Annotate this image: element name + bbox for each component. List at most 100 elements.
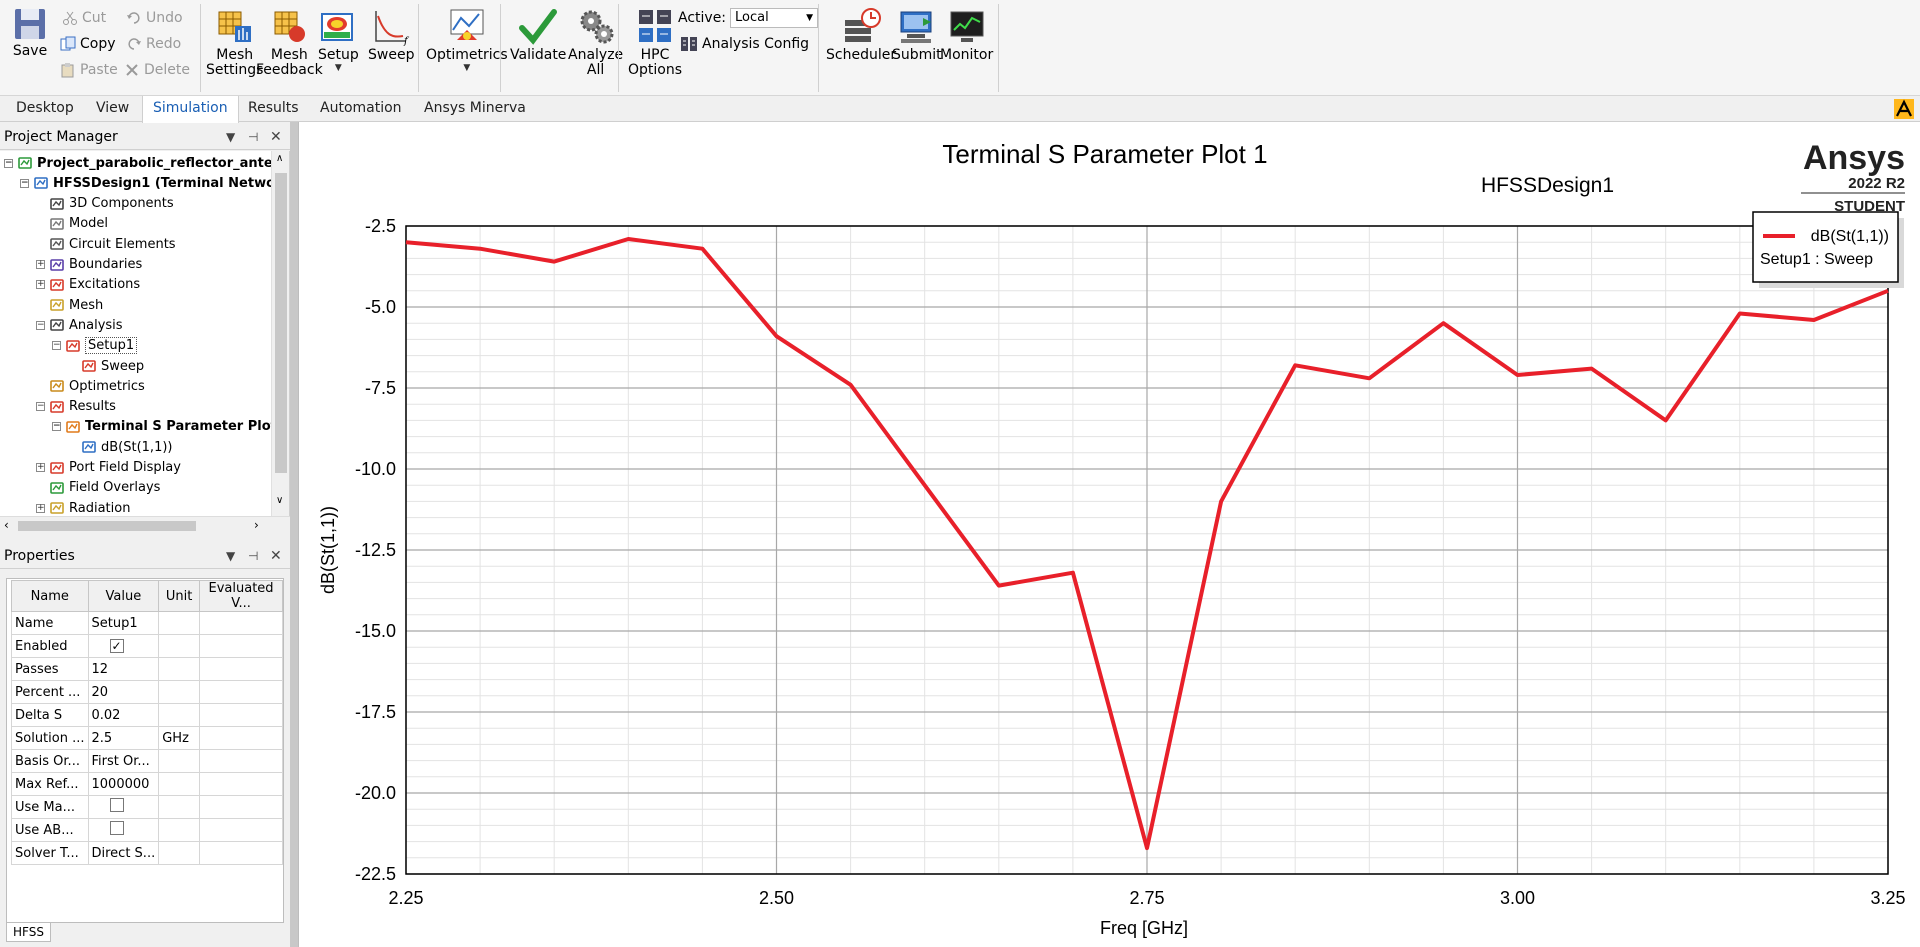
ribbon-separator [200, 4, 201, 92]
y-tick-label: -5.0 [365, 297, 396, 317]
mesh-feedback-label-2: Feedback [256, 62, 323, 78]
legend[interactable]: dB(St(1,1)) Setup1 : Sweep [1752, 211, 1904, 288]
panel-splitter[interactable] [290, 122, 298, 947]
tree-item[interactable]: + Port Field Display [36, 458, 181, 478]
panel-menu-icon[interactable]: ▼ [226, 549, 236, 563]
pin-icon[interactable]: ⊣ [248, 130, 259, 144]
collapse-icon[interactable]: − [20, 177, 29, 188]
optimetrics-dropdown-icon[interactable]: ▼ [463, 63, 471, 73]
collapse-icon[interactable]: − [4, 157, 13, 168]
property-value[interactable]: 12 [87, 657, 160, 681]
project-tree-horizontal-scrollbar[interactable]: ‹ › [0, 516, 290, 534]
paste-button[interactable]: Paste [60, 60, 118, 80]
column-header[interactable]: Value [87, 580, 160, 612]
tab-results[interactable]: Results [248, 100, 299, 116]
column-header[interactable]: Name [11, 580, 89, 612]
property-value[interactable]: Direct S... [87, 841, 160, 865]
property-checkbox[interactable]: ✓ [109, 638, 124, 653]
expand-icon[interactable]: + [36, 279, 45, 290]
tab-automation[interactable]: Automation [320, 100, 402, 116]
property-evaluated-value [199, 795, 283, 819]
property-checkbox[interactable] [109, 821, 124, 835]
tab-view[interactable]: View [96, 100, 130, 116]
undo-button[interactable]: Undo [126, 8, 183, 28]
property-value[interactable]: First Or... [87, 749, 160, 773]
tree-item[interactable]: Mesh [36, 295, 103, 315]
property-unit [158, 841, 201, 865]
tree-item[interactable]: − Results [36, 397, 116, 417]
monitor-button[interactable]: Monitor [940, 6, 993, 63]
tree-item[interactable]: + Excitations [36, 275, 140, 295]
mesh-settings-button[interactable]: Mesh Settings [206, 6, 263, 78]
analysis-config-button[interactable]: Analysis Config [680, 34, 809, 54]
collapse-icon[interactable]: − [36, 401, 45, 412]
property-unit [158, 772, 201, 796]
delete-button[interactable]: Delete [124, 60, 190, 80]
save-button[interactable]: Save [12, 6, 48, 59]
property-checkbox[interactable] [109, 798, 124, 812]
tree-item[interactable]: − Analysis [36, 315, 123, 335]
analyze-all-button[interactable]: Analyze All [568, 6, 623, 78]
property-value[interactable]: Setup1 [87, 611, 160, 635]
submit-button[interactable]: Submit [892, 6, 942, 63]
scheduler-button[interactable]: Scheduler [826, 6, 896, 63]
tree-item[interactable]: + Boundaries [36, 255, 142, 275]
scroll-right-icon[interactable]: › [254, 518, 259, 532]
field-overlays-icon [49, 480, 65, 496]
tab-desktop[interactable]: Desktop [16, 100, 74, 116]
expand-icon[interactable]: + [36, 259, 45, 269]
setup-dropdown-icon[interactable]: ▼ [334, 63, 342, 73]
collapse-icon[interactable]: − [36, 319, 45, 330]
tree-item[interactable]: Optimetrics [36, 376, 145, 396]
property-value[interactable] [87, 818, 160, 842]
copy-button[interactable]: Copy [60, 34, 116, 54]
tree-item[interactable]: + Radiation [36, 498, 130, 516]
validate-button[interactable]: Validate [510, 6, 566, 63]
active-select[interactable]: Local ▼ [730, 8, 819, 28]
optimetrics-button[interactable]: Optimetrics ▼ [426, 6, 508, 73]
close-icon[interactable]: ✕ [270, 129, 282, 145]
property-value[interactable]: ✓ [87, 634, 160, 658]
redo-button[interactable]: Redo [126, 34, 181, 54]
tree-item[interactable]: Model [36, 214, 108, 234]
panel-menu-icon[interactable]: ▼ [226, 130, 236, 144]
hpc-options-button[interactable]: HPC Options [628, 6, 682, 78]
tree-item[interactable]: 3D Components [36, 194, 174, 214]
tree-item[interactable]: Circuit Elements [36, 234, 176, 254]
scrollbar-thumb[interactable] [18, 521, 196, 531]
expand-icon[interactable]: + [36, 502, 45, 513]
close-icon[interactable]: ✕ [270, 548, 282, 564]
scroll-down-icon[interactable]: ∨ [276, 495, 284, 506]
expand-icon[interactable]: + [36, 462, 45, 472]
scroll-left-icon[interactable]: ‹ [4, 518, 9, 532]
pin-icon[interactable]: ⊣ [248, 549, 259, 563]
excitations-icon [49, 277, 65, 293]
collapse-icon[interactable]: − [52, 421, 61, 432]
tree-item[interactable]: − Terminal S Parameter Plot [52, 417, 277, 437]
property-value[interactable]: 20 [87, 680, 160, 704]
column-header[interactable]: Unit [158, 580, 201, 612]
project-tree-vertical-scrollbar[interactable]: ∧ ∨ [271, 151, 289, 516]
hfss-tab[interactable]: HFSS [6, 923, 51, 942]
tab-ansys-minerva[interactable]: Ansys Minerva [424, 100, 526, 116]
tab-simulation[interactable]: Simulation [142, 96, 239, 123]
property-value[interactable]: 2.5 [87, 726, 160, 750]
property-value[interactable]: 0.02 [87, 703, 160, 727]
property-value[interactable]: 1000000 [87, 772, 160, 796]
collapse-icon[interactable]: − [52, 340, 61, 351]
series-line-dB-St11[interactable] [405, 237, 1889, 851]
mesh-feedback-button[interactable]: Mesh Feedback [256, 6, 323, 78]
tree-item[interactable]: Field Overlays [36, 478, 160, 498]
scrollbar-thumb[interactable] [275, 173, 287, 473]
tree-item[interactable]: − Setup1 [52, 336, 138, 356]
tree-item[interactable]: Sweep [68, 356, 144, 376]
property-value[interactable] [87, 795, 160, 819]
tree-item[interactable]: − Project_parabolic_reflector_antenr [4, 153, 288, 173]
column-header[interactable]: Evaluated V... [199, 580, 283, 612]
setup-button[interactable]: Setup ▼ [318, 6, 359, 73]
tree-item[interactable]: dB(St(1,1)) [68, 437, 172, 457]
sweep-button[interactable]: f Sweep [368, 6, 414, 63]
scroll-up-icon[interactable]: ∧ [276, 153, 284, 164]
tree-item[interactable]: − HFSSDesign1 (Terminal Network) [20, 173, 289, 193]
cut-button[interactable]: Cut [62, 8, 106, 28]
